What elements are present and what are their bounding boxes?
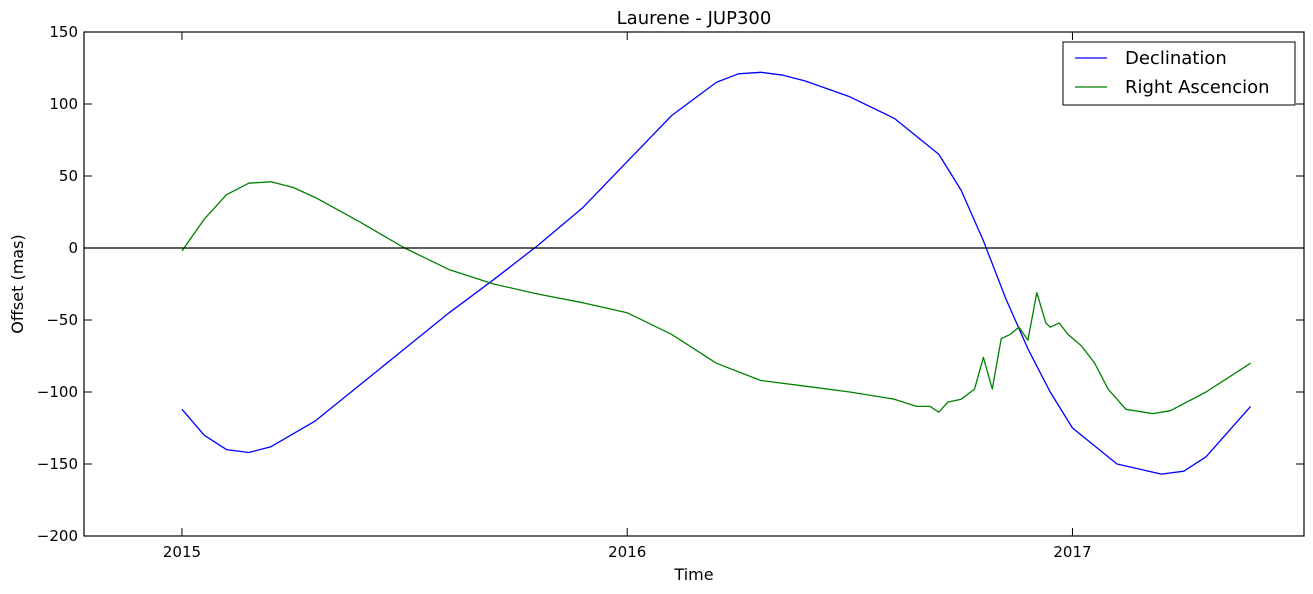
y-tick-label: 150 bbox=[49, 23, 78, 41]
legend: Declination Right Ascencion bbox=[1062, 41, 1296, 106]
x-tick-label: 2017 bbox=[1053, 543, 1091, 561]
chart-title: Laurene - JUP300 bbox=[617, 8, 772, 29]
x-axis-ticks: 2015 2016 2017 bbox=[163, 32, 1092, 561]
legend-entry-label: Right Ascencion bbox=[1125, 77, 1270, 98]
y-tick-label: 100 bbox=[49, 95, 78, 113]
y-tick-label: −200 bbox=[37, 527, 78, 545]
y-tick-label: −50 bbox=[46, 311, 78, 329]
y-tick-label: 0 bbox=[68, 239, 78, 257]
y-tick-label: 50 bbox=[59, 167, 78, 185]
legend-entry-label: Declination bbox=[1125, 48, 1227, 69]
y-axis-label: Offset (mas) bbox=[8, 234, 27, 333]
plot-background bbox=[84, 32, 1304, 536]
legend-frame bbox=[1062, 41, 1296, 106]
y-tick-label: −150 bbox=[37, 455, 78, 473]
x-tick-label: 2016 bbox=[608, 543, 646, 561]
x-axis-label: Time bbox=[673, 565, 713, 584]
y-axis-ticks: 150 100 50 0 −50 −100 −150 −200 bbox=[37, 23, 1304, 545]
y-tick-label: −100 bbox=[37, 383, 78, 401]
series-layer bbox=[181, 71, 1252, 475]
x-tick-label: 2015 bbox=[163, 543, 201, 561]
series-line-declination bbox=[181, 71, 1252, 475]
series-line-right-ascencion bbox=[181, 181, 1251, 415]
plot-frame bbox=[83, 31, 1305, 537]
